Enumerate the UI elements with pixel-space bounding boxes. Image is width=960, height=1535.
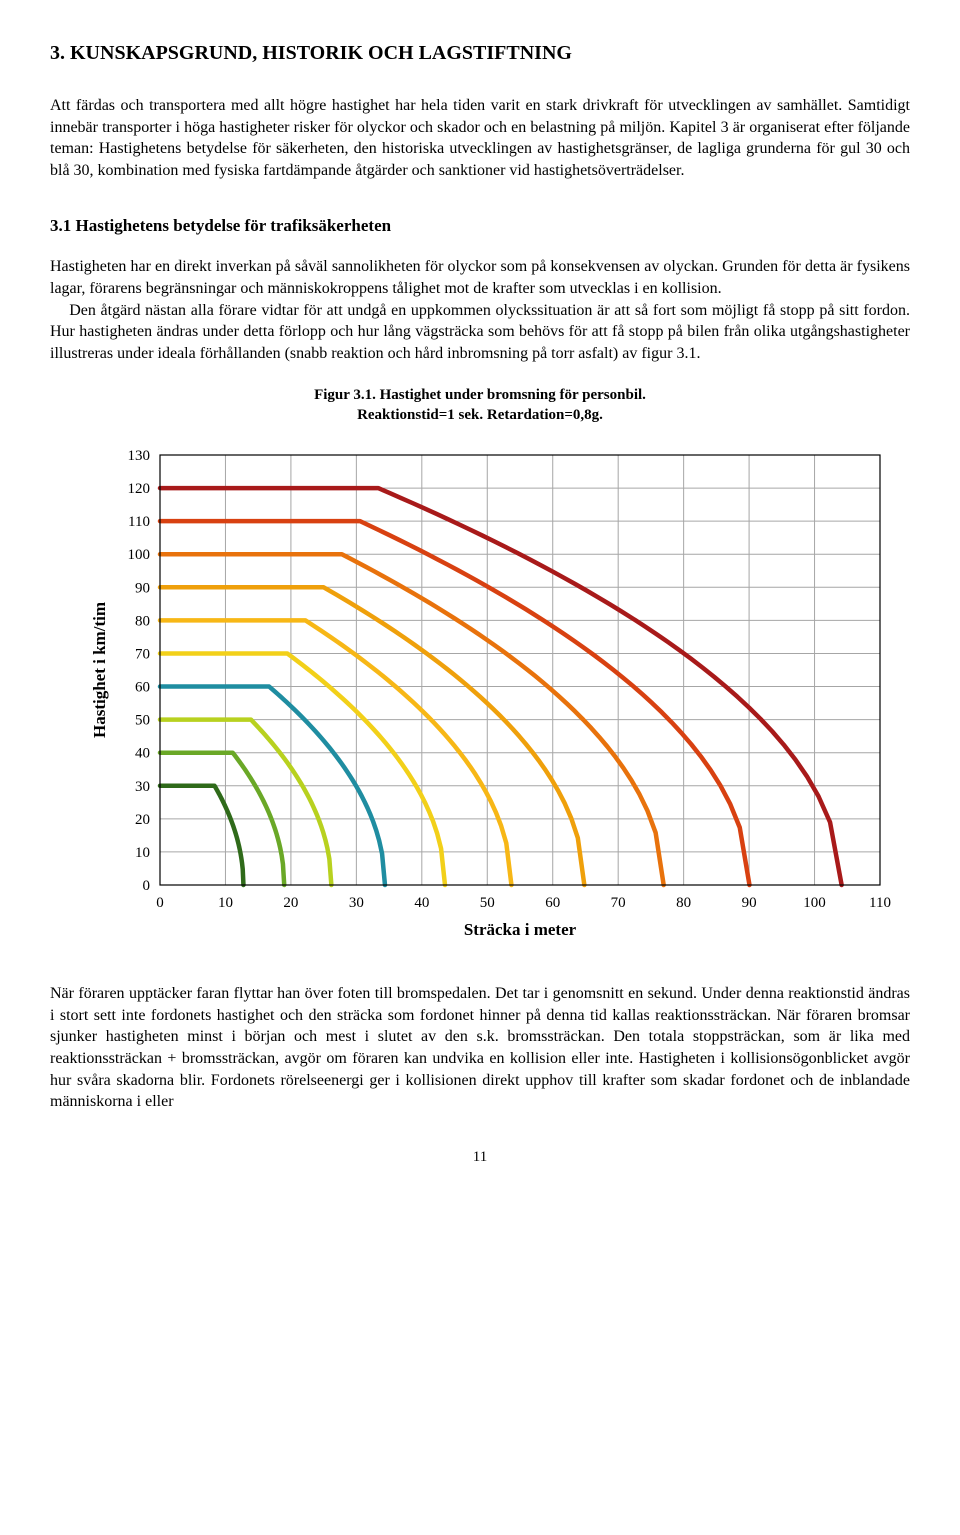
section-title: 3. KUNSKAPSGRUND, HISTORIK OCH LAGSTIFTN… (50, 40, 910, 67)
svg-text:90: 90 (742, 895, 757, 911)
speed-braking-chart: 0 10 20 30 40 50 60 70 80 90 100 110 120 130 0 10 20 30 40… (50, 435, 910, 955)
svg-text:10: 10 (135, 845, 150, 861)
svg-text:90: 90 (135, 581, 150, 597)
after-paragraph: När föraren upptäcker faran flyttar han … (50, 983, 910, 1113)
figure-caption: Figur 3.1. Hastighet under bromsning för… (50, 386, 910, 425)
svg-text:30: 30 (349, 895, 364, 911)
svg-text:10: 10 (218, 895, 233, 911)
subsection-p1: Hastigheten har en direkt inverkan på så… (50, 256, 910, 299)
svg-text:70: 70 (135, 647, 150, 663)
svg-text:100: 100 (803, 895, 826, 911)
figure-caption-line1: Figur 3.1. Hastighet under bromsning för… (314, 387, 646, 403)
subsection-title: 3.1 Hastighetens betydelse för trafiksäk… (50, 215, 910, 238)
svg-text:0: 0 (143, 878, 151, 894)
svg-text:40: 40 (414, 895, 429, 911)
svg-text:60: 60 (545, 895, 560, 911)
svg-text:110: 110 (128, 514, 150, 530)
svg-text:80: 80 (676, 895, 691, 911)
figure-caption-line2: Reaktionstid=1 sek. Retardation=0,8g. (357, 407, 603, 423)
page-number: 11 (50, 1147, 910, 1167)
svg-text:80: 80 (135, 614, 150, 630)
svg-text:40: 40 (135, 746, 150, 762)
svg-text:130: 130 (128, 448, 151, 464)
svg-text:Hastighet i km/tim: Hastighet i km/tim (90, 602, 109, 738)
svg-text:20: 20 (135, 812, 150, 828)
svg-text:50: 50 (135, 713, 150, 729)
svg-text:100: 100 (128, 548, 151, 564)
svg-text:70: 70 (611, 895, 626, 911)
svg-text:20: 20 (283, 895, 298, 911)
svg-text:60: 60 (135, 680, 150, 696)
svg-text:30: 30 (135, 779, 150, 795)
svg-text:120: 120 (128, 481, 151, 497)
svg-text:0: 0 (156, 895, 164, 911)
intro-paragraph: Att färdas och transportera med allt hög… (50, 95, 910, 181)
svg-text:110: 110 (869, 895, 891, 911)
chart-svg: 0 10 20 30 40 50 60 70 80 90 100 110 120 130 0 10 20 30 40… (50, 435, 910, 955)
subsection-p2: Den åtgärd nästan alla förare vidtar för… (50, 300, 910, 365)
svg-text:50: 50 (480, 895, 495, 911)
svg-text:Sträcka i meter: Sträcka i meter (464, 920, 577, 939)
